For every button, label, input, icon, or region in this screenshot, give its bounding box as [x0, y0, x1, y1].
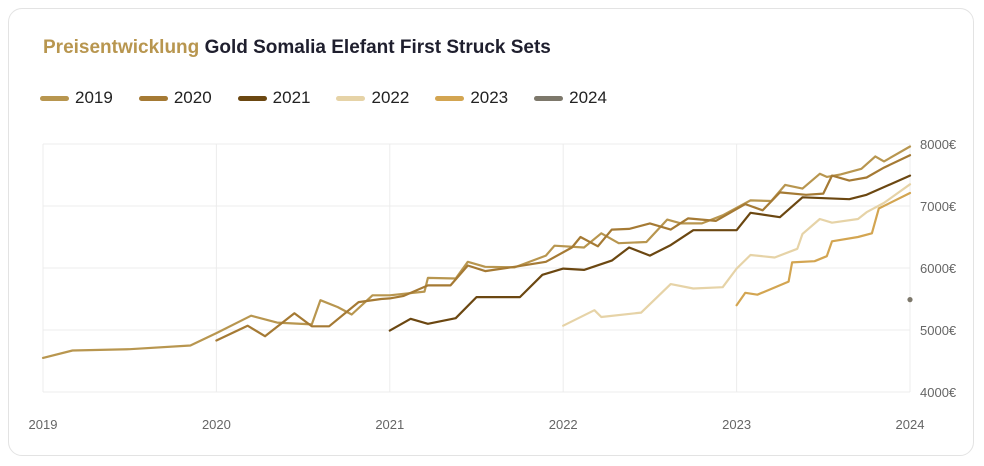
x-tick-label: 2020: [202, 417, 231, 432]
y-tick-label: 8000€: [920, 137, 957, 152]
chart-title-rest: Gold Somalia Elefant First Struck Sets: [204, 37, 551, 58]
legend-swatch: [237, 95, 267, 101]
series-line-2020: [215, 154, 912, 342]
legend-swatch: [435, 95, 465, 101]
legend-label: 2021: [272, 88, 311, 107]
legend-item-2019[interactable]: 2019: [40, 88, 113, 108]
legend-swatch: [336, 95, 366, 101]
y-tick-label: 7000€: [920, 199, 957, 214]
y-tick-label: 5000€: [920, 323, 957, 338]
series-point-2024: [907, 297, 913, 303]
chart-card: [8, 8, 974, 456]
series-line-2019: [41, 145, 912, 359]
series-line-2023: [735, 191, 912, 307]
chart-title: Preisentwicklung Gold Somalia Elefant Fi…: [43, 37, 551, 59]
legend-item-2021[interactable]: 2021: [237, 88, 311, 108]
legend-label: 2022: [371, 88, 410, 107]
x-tick-label: 2022: [549, 417, 578, 432]
x-tick-label: 2024: [896, 417, 925, 432]
legend-item-2024[interactable]: 2024: [534, 88, 607, 108]
legend-swatch: [534, 95, 564, 101]
series-line-2021: [388, 174, 912, 332]
x-tick-label: 2023: [722, 417, 751, 432]
y-tick-label: 4000€: [920, 385, 957, 400]
x-tick-label: 2021: [375, 417, 404, 432]
legend-label: 2020: [173, 88, 212, 107]
legend-swatch: [40, 95, 69, 101]
y-tick-label: 6000€: [920, 261, 957, 276]
x-tick-label: 2019: [29, 417, 58, 432]
legend-item-2020[interactable]: 2020: [138, 88, 212, 108]
legend-label: 2024: [569, 88, 607, 107]
chart-legend: 2019 2020 2021 2022 2023 2024: [40, 88, 633, 108]
legend-item-2023[interactable]: 2023: [435, 88, 508, 108]
legend-swatch: [138, 95, 168, 101]
series-line-2022: [562, 183, 912, 327]
chart-title-accent: Preisentwicklung: [43, 37, 200, 58]
legend-label: 2019: [75, 88, 113, 107]
legend-label: 2023: [470, 88, 509, 107]
legend-item-2022[interactable]: 2022: [336, 88, 409, 108]
